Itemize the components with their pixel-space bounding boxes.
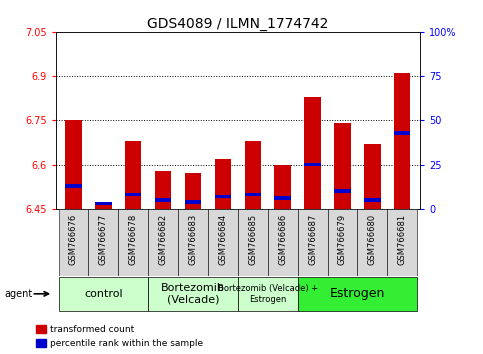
Text: GSM766682: GSM766682 (158, 214, 168, 266)
Bar (304, 163, 321, 166)
Bar (95, 202, 112, 205)
FancyBboxPatch shape (387, 209, 417, 276)
Text: GSM766683: GSM766683 (188, 214, 198, 266)
Text: percentile rank within the sample: percentile rank within the sample (50, 339, 203, 348)
FancyBboxPatch shape (208, 209, 238, 276)
Bar (244, 193, 261, 196)
FancyBboxPatch shape (357, 209, 387, 276)
FancyBboxPatch shape (148, 277, 238, 311)
Text: GSM766676: GSM766676 (69, 214, 78, 266)
Bar (185, 200, 201, 204)
FancyBboxPatch shape (178, 209, 208, 276)
Text: agent: agent (5, 289, 33, 299)
Bar (364, 198, 381, 202)
FancyBboxPatch shape (238, 209, 268, 276)
Text: Bortezomib (Velcade) +
Estrogen: Bortezomib (Velcade) + Estrogen (218, 284, 318, 303)
Bar (334, 189, 351, 193)
Text: GSM766685: GSM766685 (248, 214, 257, 266)
Bar (215, 195, 231, 198)
Bar (244, 141, 261, 209)
FancyBboxPatch shape (238, 277, 298, 311)
Bar (304, 97, 321, 209)
Text: Bortezomib
(Velcade): Bortezomib (Velcade) (161, 283, 225, 305)
Bar (364, 144, 381, 209)
Title: GDS4089 / ILMN_1774742: GDS4089 / ILMN_1774742 (147, 17, 328, 31)
FancyBboxPatch shape (118, 209, 148, 276)
Bar (215, 159, 231, 209)
Bar (155, 171, 171, 209)
Bar (334, 123, 351, 209)
Bar (36, 339, 46, 347)
Text: GSM766686: GSM766686 (278, 214, 287, 266)
Bar (394, 131, 411, 135)
Bar (95, 203, 112, 209)
Text: control: control (84, 289, 123, 299)
Text: GSM766687: GSM766687 (308, 214, 317, 266)
Bar (274, 165, 291, 209)
Bar (65, 120, 82, 209)
Bar (36, 325, 46, 333)
FancyBboxPatch shape (298, 277, 417, 311)
Bar (125, 141, 142, 209)
FancyBboxPatch shape (298, 209, 327, 276)
Text: Estrogen: Estrogen (330, 287, 385, 300)
Bar (274, 196, 291, 200)
Text: GSM766684: GSM766684 (218, 214, 227, 266)
Text: GSM766681: GSM766681 (398, 214, 407, 266)
Bar (185, 173, 201, 209)
Text: GSM766679: GSM766679 (338, 214, 347, 266)
FancyBboxPatch shape (148, 209, 178, 276)
Text: GSM766680: GSM766680 (368, 214, 377, 266)
FancyBboxPatch shape (58, 209, 88, 276)
FancyBboxPatch shape (327, 209, 357, 276)
Bar (125, 193, 142, 196)
FancyBboxPatch shape (58, 277, 148, 311)
Bar (394, 73, 411, 209)
Bar (155, 198, 171, 202)
FancyBboxPatch shape (268, 209, 298, 276)
FancyBboxPatch shape (88, 209, 118, 276)
Text: GSM766677: GSM766677 (99, 214, 108, 266)
Bar (65, 184, 82, 188)
Text: GSM766678: GSM766678 (129, 214, 138, 266)
Text: transformed count: transformed count (50, 325, 134, 333)
